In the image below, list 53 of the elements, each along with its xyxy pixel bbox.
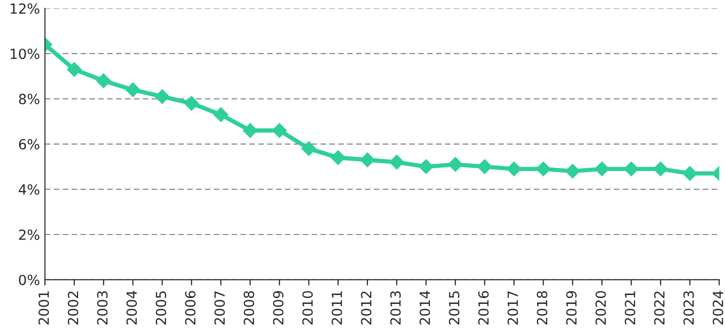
point: [360, 152, 375, 168]
point: [272, 123, 287, 138]
point: [213, 107, 228, 122]
point: [653, 162, 668, 176]
x-tick-label: 2020: [595, 291, 606, 324]
point: [154, 89, 170, 104]
point: [477, 159, 492, 174]
point: [536, 162, 551, 176]
x-tick-label: 2010: [302, 291, 313, 324]
x-tick-label: 2023: [683, 291, 694, 324]
point: [330, 150, 346, 166]
x-tick-label: 2005: [156, 291, 166, 324]
y-tick-label: 6%: [19, 139, 40, 150]
x-tick-label: 2013: [390, 291, 401, 324]
x-tick-label: 2002: [68, 292, 78, 324]
x-tick-label: 2014: [420, 290, 430, 324]
point: [126, 82, 140, 98]
point: [242, 123, 258, 138]
point: [389, 154, 404, 170]
point: [184, 96, 199, 111]
point: [506, 162, 522, 176]
x-tick-label: 2001: [38, 291, 49, 324]
x-tick-label: 2008: [244, 291, 254, 324]
y-tick-label: 2%: [19, 229, 40, 240]
point: [682, 166, 698, 181]
y-tick-label: 12%: [10, 3, 40, 14]
y-tick-label: 8%: [18, 94, 40, 104]
point: [96, 73, 111, 88]
point: [301, 141, 316, 156]
point: [594, 162, 610, 176]
y-tick-label: 4%: [18, 184, 40, 195]
x-tick-label: 2006: [185, 291, 196, 324]
x-tick-label: 2004: [126, 290, 137, 324]
x-tick-label: 2019: [566, 291, 577, 324]
x-tick-label: 2016: [478, 291, 489, 324]
x-tick-label: 2011: [332, 291, 342, 324]
x-tick-label: 2003: [97, 291, 108, 324]
x-tick-label: 2007: [214, 291, 225, 324]
x-tick-label: 2024: [712, 290, 724, 324]
x-tick-label: 2015: [448, 291, 460, 324]
y-tick-label: 10%: [10, 48, 40, 60]
point: [448, 157, 463, 172]
x-tick-label: 2022: [654, 292, 665, 324]
x-tick-label: 2017: [508, 291, 518, 324]
point: [418, 159, 434, 174]
x-tick-label: 2012: [360, 292, 372, 324]
point: [624, 162, 639, 176]
x-tick-label: 2021: [624, 291, 636, 324]
point: [565, 164, 580, 179]
y-tick-label: 0%: [18, 274, 40, 286]
x-tick-label: 2009: [272, 291, 284, 324]
x-tick-label: 2018: [536, 291, 548, 324]
point: [66, 62, 82, 77]
